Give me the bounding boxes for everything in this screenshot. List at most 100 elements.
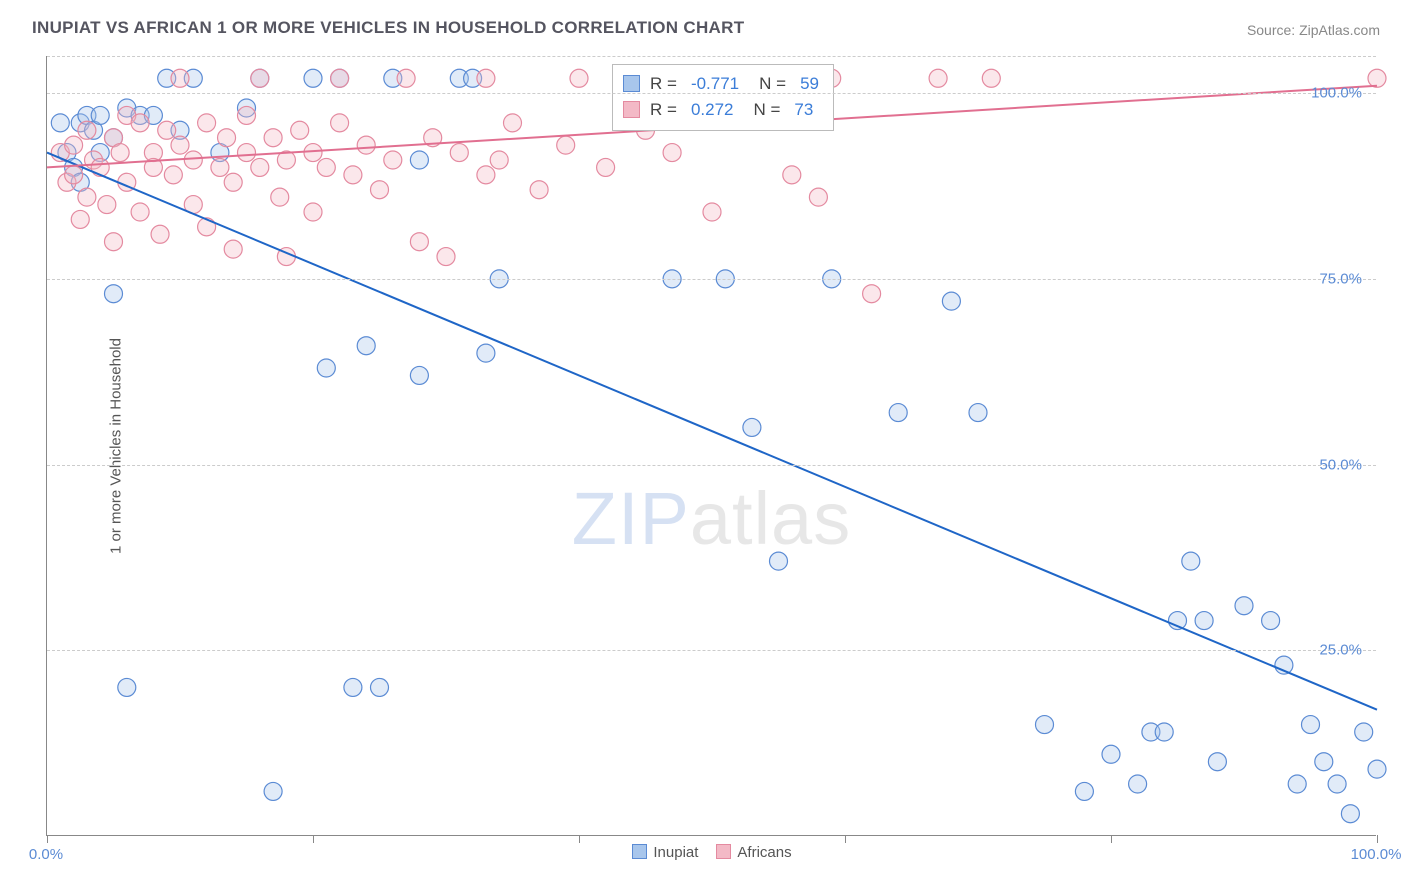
data-point bbox=[1262, 612, 1280, 630]
legend-label: Inupiat bbox=[653, 844, 698, 861]
gridline-h bbox=[47, 93, 1376, 94]
data-point bbox=[91, 106, 109, 124]
data-point bbox=[437, 248, 455, 266]
data-point bbox=[264, 129, 282, 147]
source-attribution: Source: ZipAtlas.com bbox=[1247, 22, 1380, 38]
data-point bbox=[384, 151, 402, 169]
data-point bbox=[557, 136, 575, 154]
data-point bbox=[1075, 782, 1093, 800]
data-point bbox=[783, 166, 801, 184]
legend-swatch bbox=[716, 844, 731, 859]
data-point bbox=[98, 196, 116, 214]
data-point bbox=[105, 233, 123, 251]
data-point bbox=[357, 136, 375, 154]
data-point bbox=[1155, 723, 1173, 741]
data-point bbox=[71, 210, 89, 228]
data-point bbox=[1129, 775, 1147, 793]
data-point bbox=[65, 136, 83, 154]
gridline-h bbox=[47, 279, 1376, 280]
data-point bbox=[1341, 805, 1359, 823]
data-point bbox=[371, 181, 389, 199]
data-point bbox=[304, 144, 322, 162]
legend-swatch bbox=[623, 101, 640, 118]
data-point bbox=[1315, 753, 1333, 771]
legend-swatch bbox=[623, 75, 640, 92]
data-point bbox=[982, 69, 1000, 87]
data-point bbox=[91, 158, 109, 176]
legend-label: Africans bbox=[737, 844, 791, 861]
data-point bbox=[331, 114, 349, 132]
data-point bbox=[663, 144, 681, 162]
data-point bbox=[304, 203, 322, 221]
data-point bbox=[477, 344, 495, 362]
data-point bbox=[1368, 760, 1386, 778]
data-point bbox=[504, 114, 522, 132]
data-point bbox=[597, 158, 615, 176]
data-point bbox=[344, 678, 362, 696]
y-tick-label: 50.0% bbox=[1319, 456, 1362, 473]
source-link[interactable]: ZipAtlas.com bbox=[1299, 22, 1380, 38]
data-point bbox=[929, 69, 947, 87]
data-point bbox=[809, 188, 827, 206]
data-point bbox=[1235, 597, 1253, 615]
data-point bbox=[118, 678, 136, 696]
data-point bbox=[317, 359, 335, 377]
data-point bbox=[410, 366, 428, 384]
source-prefix: Source: bbox=[1247, 22, 1299, 38]
data-point bbox=[78, 188, 96, 206]
data-point bbox=[224, 240, 242, 258]
x-tick bbox=[579, 835, 580, 843]
chart-title: INUPIAT VS AFRICAN 1 OR MORE VEHICLES IN… bbox=[32, 18, 744, 38]
data-point bbox=[1182, 552, 1200, 570]
data-point bbox=[1102, 745, 1120, 763]
data-point bbox=[490, 151, 508, 169]
data-point bbox=[1302, 716, 1320, 734]
stat-n-value: 73 bbox=[794, 97, 813, 123]
data-point bbox=[1195, 612, 1213, 630]
data-point bbox=[171, 69, 189, 87]
data-point bbox=[224, 173, 242, 191]
data-point bbox=[477, 166, 495, 184]
chart-svg-layer bbox=[47, 56, 1376, 835]
data-point bbox=[942, 292, 960, 310]
data-point bbox=[184, 151, 202, 169]
regression-line bbox=[47, 153, 1377, 710]
x-tick bbox=[313, 835, 314, 843]
y-tick-label: 75.0% bbox=[1319, 270, 1362, 287]
data-point bbox=[703, 203, 721, 221]
data-point bbox=[251, 69, 269, 87]
data-point bbox=[171, 136, 189, 154]
data-point bbox=[198, 114, 216, 132]
x-tick bbox=[845, 835, 846, 843]
data-point bbox=[357, 337, 375, 355]
gridline-h bbox=[47, 650, 1376, 651]
gridline-h bbox=[47, 465, 1376, 466]
y-tick-label: 25.0% bbox=[1319, 642, 1362, 659]
data-point bbox=[131, 114, 149, 132]
data-point bbox=[570, 69, 588, 87]
data-point bbox=[450, 144, 468, 162]
data-point bbox=[198, 218, 216, 236]
legend-swatch bbox=[632, 844, 647, 859]
data-point bbox=[238, 144, 256, 162]
data-point bbox=[78, 121, 96, 139]
data-point bbox=[304, 69, 322, 87]
data-point bbox=[743, 418, 761, 436]
data-point bbox=[271, 188, 289, 206]
data-point bbox=[158, 121, 176, 139]
data-point bbox=[51, 114, 69, 132]
data-point bbox=[291, 121, 309, 139]
y-tick-label: 100.0% bbox=[1311, 85, 1362, 102]
data-point bbox=[218, 129, 236, 147]
data-point bbox=[410, 233, 428, 251]
stats-legend-box: R =-0.771N =59R =0.272N =73 bbox=[612, 64, 834, 131]
data-point bbox=[410, 151, 428, 169]
data-point bbox=[1328, 775, 1346, 793]
stat-n-label: N = bbox=[753, 97, 780, 123]
data-point bbox=[863, 285, 881, 303]
x-tick bbox=[1377, 835, 1378, 843]
data-point bbox=[65, 166, 83, 184]
data-point bbox=[238, 106, 256, 124]
data-point bbox=[317, 158, 335, 176]
stats-row: R =0.272N =73 bbox=[623, 97, 819, 123]
